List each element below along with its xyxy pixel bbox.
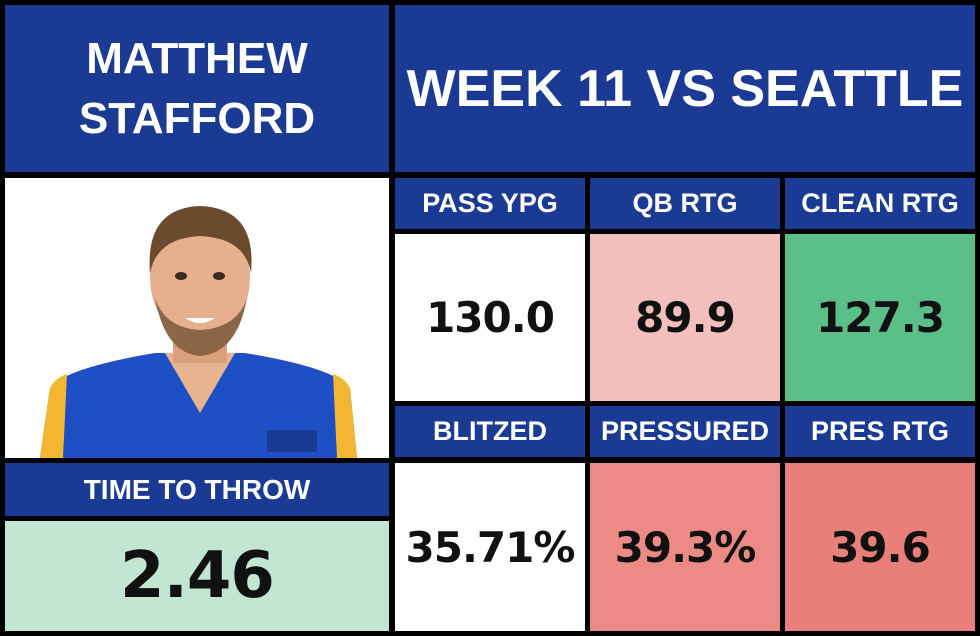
stat-value: 130.0 xyxy=(395,234,585,401)
game-title: WEEK 11 VS SEATTLE xyxy=(395,5,975,172)
stat-label: QB RTG xyxy=(590,178,780,229)
stat-value: 35.71% xyxy=(395,463,585,631)
player-photo xyxy=(5,178,389,458)
stat-label: PRESSURED xyxy=(590,406,780,457)
stat-value: 127.3 xyxy=(785,234,975,401)
stat-label: PASS YPG xyxy=(395,178,585,229)
time-to-throw-label: TIME TO THROW xyxy=(5,463,389,516)
stat-value: 39.6 xyxy=(785,463,975,631)
player-name: MATTHEW STAFFORD xyxy=(5,5,389,172)
stat-label: BLITZED xyxy=(395,406,585,457)
photo-illustration xyxy=(40,206,357,458)
stat-label: CLEAN RTG xyxy=(785,178,975,229)
stat-value: 39.3% xyxy=(590,463,780,631)
time-to-throw-value: 2.46 xyxy=(5,521,389,631)
stat-label: PRES RTG xyxy=(785,406,975,457)
stat-value: 89.9 xyxy=(590,234,780,401)
